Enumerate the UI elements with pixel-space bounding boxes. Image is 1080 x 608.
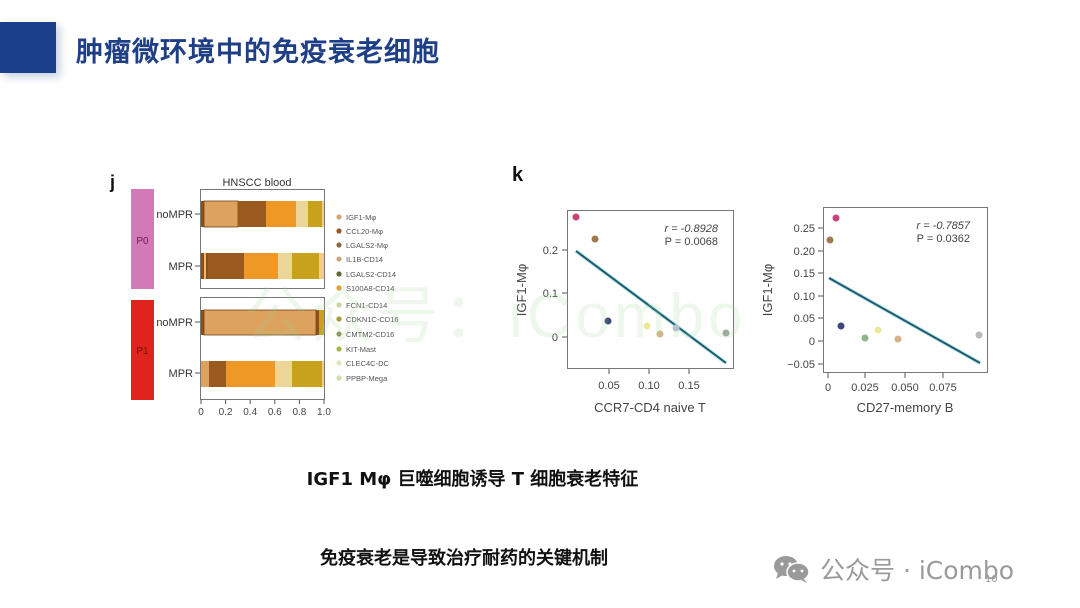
slide-title: 肿瘤微环境中的免疫衰老细胞 [76, 37, 440, 68]
legend-item: CLEC4C-DC [346, 359, 390, 368]
chart-title: HNSCC blood [222, 177, 291, 189]
y-tick-label: 0 [809, 336, 815, 348]
x-tick-label: 0 [825, 382, 831, 394]
caption-main: IGF1 Mφ 巨噬细胞诱导 T 细胞衰老特征 [0, 465, 1080, 491]
legend-item: CCL20-Mφ [346, 227, 383, 236]
bar-p0-mpr [201, 253, 324, 279]
x-tick-label: 0.6 [268, 407, 282, 418]
x-tick-label: 0.050 [891, 382, 919, 394]
legend-item: IGF1-Mφ [346, 213, 376, 222]
bar-p0-nompr [201, 200, 324, 228]
row-label: MPR [169, 368, 194, 380]
scatter-cd27-memory-b: 0.25 0.20 0.15 0.10 0.05 0 −0.05 0 0.025… [760, 207, 988, 415]
y-tick-label: 0.1 [543, 288, 558, 300]
plot-frame-p1 [200, 297, 325, 400]
legend: IGF1-Mφ CCL20-Mφ LGALS2-Mφ IL1B-CD14 LGA… [336, 213, 399, 383]
page-number: 10 [985, 574, 998, 585]
panel-j-stacked-bar-chart: j HNSCC blood P0 P1 noMPR MPR noMPR MPR [109, 172, 399, 418]
legend-item: KIT-Mast [346, 345, 377, 354]
x-tick-label: 0.075 [929, 382, 957, 394]
legend-item: LGALS2-CD14 [346, 270, 396, 279]
x-tick-label: 0.05 [598, 380, 619, 392]
x-tick-label: 0 [198, 407, 204, 418]
correlation-r: r = -0.7857 [916, 220, 970, 232]
legend-item: FCN1-CD14 [346, 301, 387, 310]
x-tick-label: 0.025 [851, 382, 879, 394]
group-label-p0: P0 [136, 236, 149, 247]
legend-item: CMTM2-CD16 [346, 330, 394, 339]
y-tick-label: 0 [552, 332, 558, 344]
wechat-icon [774, 556, 810, 583]
bar-p1-mpr [201, 361, 324, 387]
p-value: P = 0.0362 [917, 233, 970, 245]
x-axis-label: CCR7-CD4 naive T [594, 400, 706, 415]
row-label: noMPR [156, 209, 193, 221]
footer-watermark-text: 公众号 · iCombo [820, 556, 1015, 585]
legend-item: LGALS2-Mφ [346, 241, 388, 250]
legend-item: IL1B-CD14 [346, 255, 383, 264]
y-tick-label: 0.20 [794, 246, 815, 258]
group-label-p1: P1 [136, 346, 149, 357]
row-label: noMPR [156, 317, 193, 329]
y-tick-label: −0.05 [787, 359, 815, 371]
y-tick-label: 0.25 [794, 223, 815, 235]
scatter-ccr7-cd4: 0.2 0.1 0 0.05 0.10 0.15 CCR7-CD4 naive … [514, 210, 734, 415]
p-value: P = 0.0068 [665, 236, 718, 248]
bar-p1-nompr [201, 309, 324, 336]
plot-frame-p0 [200, 189, 325, 289]
panel-k-label: k [512, 164, 524, 186]
legend-item: S100A8-CD14 [346, 284, 394, 293]
y-tick-label: 0.10 [794, 291, 815, 303]
row-label: MPR [169, 261, 194, 273]
group-bar-p1 [131, 300, 154, 400]
x-tick-label: 1.0 [317, 407, 331, 418]
y-tick-label: 0.15 [794, 268, 815, 280]
x-tick-label: 0.15 [678, 380, 699, 392]
panel-k-scatter-plots: k 0.2 0.1 0 0.05 0.10 0.15 CCR7-CD4 naiv… [512, 164, 988, 415]
title-accent-block [0, 22, 56, 73]
correlation-r: r = -0.8928 [664, 223, 718, 235]
y-tick-label: 0.2 [543, 245, 558, 257]
x-tick-label: 0.8 [292, 407, 306, 418]
legend-item: PPBP-Mega [346, 374, 388, 383]
footer-watermark: 公众号 · iCombo [772, 551, 1014, 587]
x-tick-label: 0.2 [219, 407, 233, 418]
y-tick-label: 0.05 [794, 313, 815, 325]
x-tick-label: 0.4 [243, 407, 257, 418]
y-axis-label: IGF1-Mφ [760, 264, 775, 316]
y-axis-label: IGF1-Mφ [514, 264, 529, 316]
x-axis-label: CD27-memory B [857, 400, 954, 415]
group-bar-p0 [131, 189, 154, 289]
legend-item: CDKN1C-CD16 [346, 315, 399, 324]
caption-main-text: IGF1 Mφ 巨噬细胞诱导 T 细胞衰老特征 [306, 469, 639, 490]
x-tick-label: 0.10 [638, 380, 659, 392]
caption-sub: 免疫衰老是导致治疗耐药的关键机制 [320, 548, 608, 569]
panel-j-label: j [109, 172, 115, 192]
